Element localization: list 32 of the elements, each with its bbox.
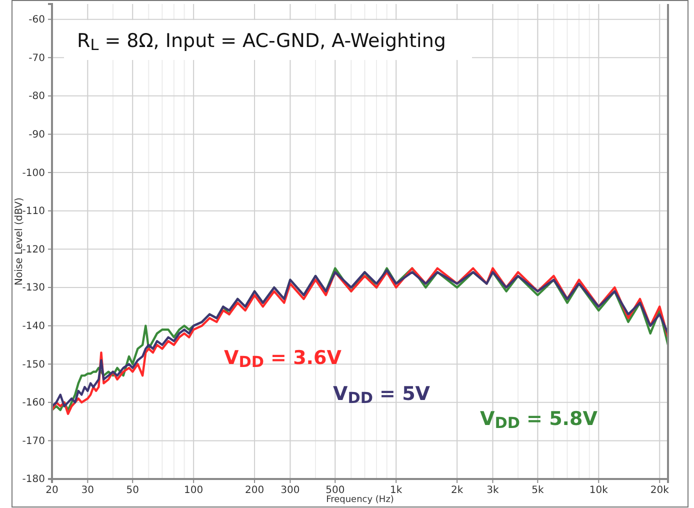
y-tick-label: -80: [28, 91, 45, 102]
x-tick-label: 3k: [486, 485, 500, 496]
x-tick-label: 500: [326, 485, 345, 496]
text: R$_{L}$ = 8Ω, Input = AC-GND, A-Weighting: [77, 30, 446, 54]
y-tick-label: -60: [28, 14, 45, 26]
y-tick-label: -120: [22, 244, 45, 256]
x-tick-label: 1k: [390, 485, 402, 496]
y-axis-title: Noise Level (dBV): [14, 197, 25, 286]
x-tick-label: 20k: [650, 485, 670, 496]
y-tick-label: -140: [22, 320, 45, 332]
y-tick-label: -150: [22, 359, 45, 370]
x-tick-label: 30: [81, 485, 94, 496]
x-tick-label: 20: [46, 485, 58, 496]
x-tick-label: 100: [184, 485, 204, 496]
x-axis-title: Frequency (Hz): [326, 495, 394, 505]
x-tick-label: 200: [244, 485, 264, 496]
y-tick-label: -130: [22, 282, 45, 294]
y-tick-label: -90: [28, 129, 45, 140]
x-tick-label: 2k: [451, 485, 464, 496]
x-tick-label: 5k: [532, 485, 544, 496]
y-tick-label: -160: [22, 398, 45, 409]
y-tick-label: -170: [22, 436, 45, 447]
y-tick-label: -110: [22, 206, 45, 218]
text: V$_{DD}$ = 5.8V: [480, 408, 598, 432]
y-tick-label: -70: [28, 52, 45, 64]
x-tick-label: 300: [280, 485, 300, 496]
x-tick-label: 50: [126, 485, 139, 496]
series-label: V$_{DD}$ = 3.6V: [224, 347, 342, 371]
y-tick-label: -100: [22, 168, 45, 179]
text: V$_{DD}$ = 5V: [333, 383, 430, 407]
x-tick-label: 10k: [589, 485, 608, 496]
y-tick-label: -180: [22, 474, 45, 486]
